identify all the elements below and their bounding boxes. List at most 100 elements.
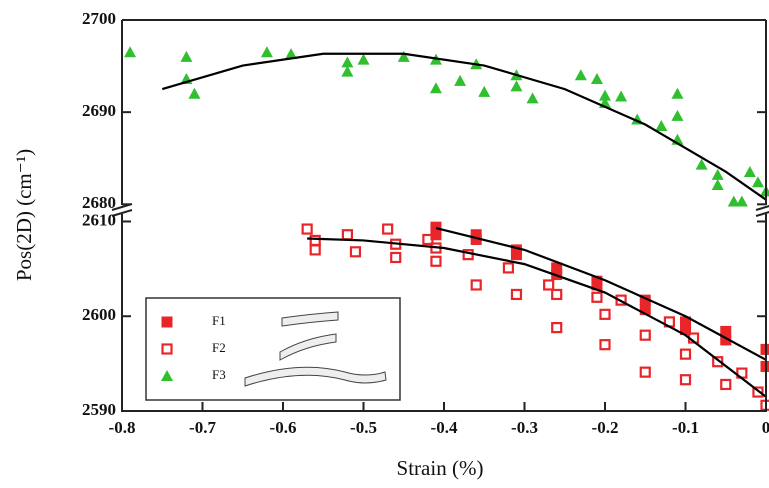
- data-point: [510, 249, 522, 261]
- data-point: [470, 279, 482, 291]
- data-point: [671, 87, 684, 99]
- data-point: [430, 221, 442, 233]
- y-tick-label: 2680: [82, 193, 116, 212]
- data-point: [720, 325, 732, 337]
- data-point: [655, 119, 668, 131]
- data-point: [639, 294, 651, 306]
- x-tick-label: -0.2: [592, 418, 619, 437]
- y-tick-label: 2590: [82, 400, 116, 419]
- y-tick-label: 2600: [82, 305, 116, 324]
- data-point: [679, 374, 692, 386]
- x-tick-label: 0: [762, 418, 769, 437]
- data-point: [735, 195, 748, 207]
- data-point: [543, 279, 555, 291]
- flake-shape: [279, 333, 337, 361]
- legend: F1 F2 F3: [145, 297, 401, 401]
- legend-marker: [161, 370, 173, 381]
- data-point: [743, 166, 756, 178]
- data-point: [727, 195, 740, 207]
- legend-label: F1: [212, 313, 226, 328]
- y-tick-label: 2690: [82, 101, 116, 120]
- data-point: [349, 246, 362, 258]
- data-point: [526, 92, 539, 104]
- data-point: [591, 279, 603, 291]
- data-point: [639, 366, 651, 378]
- data-point: [309, 244, 321, 256]
- data-point: [574, 69, 587, 81]
- legend-marker: [161, 343, 173, 355]
- x-axis-label: Strain (%): [397, 456, 484, 480]
- data-point: [470, 233, 482, 245]
- data-point: [671, 109, 684, 121]
- data-point: [429, 82, 442, 94]
- data-point: [341, 65, 354, 77]
- y-axis-label: Pos(2D) (cm⁻¹): [12, 149, 36, 281]
- data-point: [599, 89, 611, 101]
- data-point: [599, 339, 611, 351]
- y-tick-label: 2700: [82, 9, 116, 28]
- data-point: [454, 74, 467, 86]
- data-point: [615, 90, 628, 102]
- data-point: [720, 378, 732, 391]
- data-point: [341, 56, 354, 68]
- y-tick-label: 2610: [82, 210, 116, 229]
- legend-label: F3: [212, 367, 226, 382]
- data-point: [478, 85, 491, 97]
- data-point: [590, 72, 603, 84]
- data-point: [615, 294, 627, 306]
- x-tick-label: -0.7: [189, 418, 216, 437]
- legend-label: F2: [212, 340, 226, 355]
- x-tick-label: -0.6: [270, 418, 297, 437]
- data-point: [430, 255, 442, 267]
- data-point: [382, 223, 394, 235]
- data-point: [695, 158, 708, 170]
- data-point: [510, 288, 523, 301]
- flake-shape: [281, 311, 339, 327]
- data-point: [551, 262, 563, 274]
- data-point: [711, 178, 724, 190]
- x-tick-label: -0.3: [511, 418, 538, 437]
- x-tick-label: -0.1: [672, 418, 699, 437]
- data-point: [720, 334, 732, 346]
- plot-area: [124, 46, 769, 411]
- data-point: [680, 324, 691, 336]
- data-point: [188, 87, 201, 99]
- data-point: [422, 233, 434, 246]
- data-point: [599, 308, 611, 320]
- fit-line: [161, 52, 767, 201]
- data-point: [301, 223, 313, 235]
- data-point: [760, 343, 769, 355]
- fit-line: [435, 227, 767, 361]
- data-point: [679, 348, 692, 360]
- data-point: [430, 229, 442, 241]
- data-point: [551, 288, 563, 301]
- legend-box: [145, 297, 401, 401]
- legend-marker: [161, 316, 173, 328]
- data-point: [751, 176, 764, 188]
- data-point: [502, 262, 514, 274]
- data-point: [711, 168, 724, 180]
- data-point: [397, 50, 410, 62]
- data-point: [680, 316, 691, 328]
- data-point: [591, 291, 603, 303]
- data-point: [260, 46, 273, 58]
- data-point: [760, 360, 769, 372]
- data-point: [124, 46, 137, 58]
- x-tick-label: -0.5: [350, 418, 377, 437]
- data-point: [639, 329, 651, 341]
- flake-shape: [244, 366, 387, 387]
- data-point: [390, 251, 402, 264]
- x-tick-label: -0.4: [431, 418, 458, 437]
- data-point: [752, 386, 764, 398]
- fit-line: [307, 237, 767, 398]
- data-point: [180, 50, 193, 62]
- axis-break: [111, 203, 769, 217]
- data-point: [639, 304, 651, 316]
- x-tick-label: -0.8: [109, 418, 136, 437]
- data-point: [551, 322, 563, 334]
- data-point: [285, 48, 298, 60]
- data-point: [712, 356, 724, 368]
- data-point: [510, 80, 523, 92]
